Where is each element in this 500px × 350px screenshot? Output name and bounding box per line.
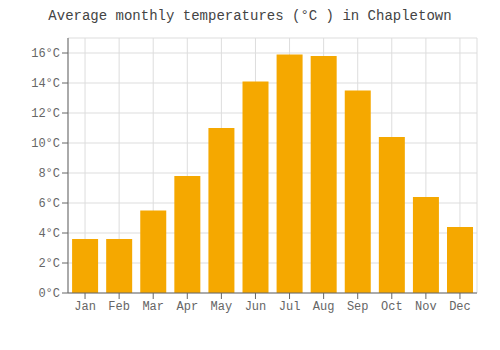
svg-text:12°C: 12°C (31, 107, 60, 121)
svg-text:Oct: Oct (381, 300, 403, 314)
svg-text:Apr: Apr (176, 300, 198, 314)
svg-text:Dec: Dec (449, 300, 471, 314)
svg-text:Jul: Jul (279, 300, 301, 314)
svg-text:Nov: Nov (415, 300, 437, 314)
svg-text:4°C: 4°C (38, 227, 60, 241)
svg-text:14°C: 14°C (31, 77, 60, 91)
svg-text:May: May (211, 300, 233, 314)
svg-text:16°C: 16°C (31, 47, 60, 61)
svg-text:Jun: Jun (245, 300, 267, 314)
svg-text:6°C: 6°C (38, 197, 60, 211)
svg-text:Feb: Feb (108, 300, 130, 314)
svg-text:8°C: 8°C (38, 167, 60, 181)
html-text:Average monthly temperatures (: Average monthly temperatures (°C ) in Ch… (48, 8, 452, 24)
svg-text:2°C: 2°C (38, 257, 60, 271)
svg-text:10°C: 10°C (31, 137, 60, 151)
svg-text:0°C: 0°C (38, 287, 60, 301)
svg-text:Sep: Sep (347, 300, 369, 314)
svg-text:Mar: Mar (142, 300, 164, 314)
svg-text:Aug: Aug (313, 300, 335, 314)
svg-text:Jan: Jan (74, 300, 96, 314)
